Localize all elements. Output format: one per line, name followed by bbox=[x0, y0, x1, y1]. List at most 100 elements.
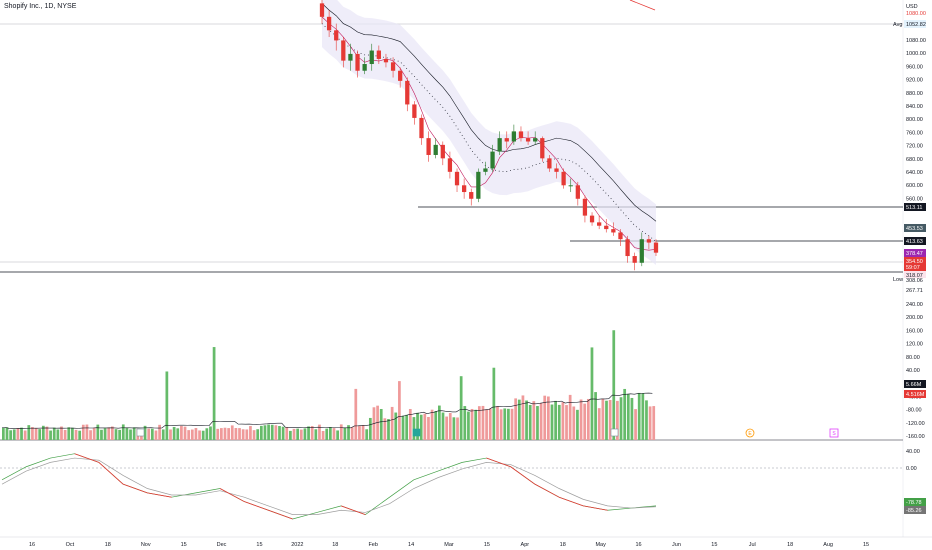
volume-bar[interactable] bbox=[220, 428, 223, 440]
badge-level-453[interactable] bbox=[904, 224, 926, 232]
volume-bar[interactable] bbox=[9, 430, 12, 440]
volume-bar[interactable] bbox=[241, 429, 245, 440]
volume-bar[interactable] bbox=[209, 426, 212, 440]
volume-bar[interactable] bbox=[528, 404, 532, 440]
volume-bar[interactable] bbox=[16, 428, 20, 440]
badge-level-513[interactable] bbox=[904, 203, 926, 211]
volume-bar[interactable] bbox=[387, 419, 390, 440]
volume-bar[interactable] bbox=[514, 398, 518, 440]
volume-bar[interactable] bbox=[496, 406, 499, 440]
volume-bar[interactable] bbox=[401, 415, 405, 440]
candle[interactable] bbox=[511, 124, 517, 145]
candle[interactable] bbox=[625, 235, 630, 263]
candle[interactable] bbox=[518, 126, 524, 142]
volume-bar[interactable] bbox=[147, 428, 151, 440]
volume-bar[interactable] bbox=[150, 428, 154, 440]
volume-bar[interactable] bbox=[314, 429, 318, 440]
volume-bar[interactable] bbox=[339, 424, 343, 440]
candle[interactable] bbox=[405, 77, 410, 112]
volume-bar[interactable] bbox=[252, 430, 256, 440]
candle[interactable] bbox=[632, 252, 637, 271]
candle[interactable] bbox=[547, 154, 552, 172]
volume-bar[interactable] bbox=[434, 411, 438, 440]
volume-bar[interactable] bbox=[125, 428, 129, 440]
volume-bar[interactable] bbox=[249, 426, 252, 440]
volume-bar[interactable] bbox=[63, 429, 67, 440]
candle[interactable] bbox=[341, 37, 346, 68]
candle[interactable] bbox=[348, 43, 353, 71]
volume-bar[interactable] bbox=[379, 408, 383, 440]
volume-bar[interactable] bbox=[158, 424, 161, 440]
slow-moving-average[interactable] bbox=[321, 3, 657, 222]
volume-bar[interactable] bbox=[234, 428, 238, 440]
event-marker-dividend-3[interactable] bbox=[610, 428, 619, 437]
volume-bar[interactable] bbox=[594, 392, 597, 440]
volume-bar[interactable] bbox=[205, 428, 209, 440]
volume-bar[interactable] bbox=[423, 413, 427, 440]
volume-bar[interactable] bbox=[183, 426, 187, 440]
volume-bar[interactable] bbox=[20, 427, 23, 440]
volume-bar[interactable] bbox=[45, 426, 49, 440]
candle[interactable] bbox=[483, 161, 488, 176]
volume-bar[interactable] bbox=[376, 405, 379, 440]
volume-bar[interactable] bbox=[619, 397, 623, 440]
volume-bar[interactable] bbox=[67, 427, 71, 440]
volume-bar[interactable] bbox=[488, 408, 492, 440]
volume-bar[interactable] bbox=[583, 403, 587, 440]
candle[interactable] bbox=[362, 57, 367, 75]
candle[interactable] bbox=[568, 178, 573, 193]
candle[interactable] bbox=[383, 53, 389, 68]
volume-bar[interactable] bbox=[201, 430, 205, 440]
candle[interactable] bbox=[597, 215, 602, 230]
volume-bar[interactable] bbox=[245, 429, 249, 440]
volume-bar[interactable] bbox=[198, 430, 201, 440]
candle[interactable] bbox=[390, 57, 396, 78]
volume-bar[interactable] bbox=[292, 428, 296, 440]
avg-badge[interactable] bbox=[904, 20, 926, 28]
candle[interactable] bbox=[440, 141, 445, 166]
volume-bar[interactable] bbox=[481, 405, 485, 440]
volume-bar[interactable] bbox=[71, 427, 74, 440]
volume-bar[interactable] bbox=[270, 424, 274, 440]
volume-bar[interactable] bbox=[111, 426, 114, 440]
volume-bar[interactable] bbox=[60, 426, 63, 440]
volume-bar[interactable] bbox=[626, 394, 630, 440]
volume-bar[interactable] bbox=[597, 408, 601, 440]
volume-bar[interactable] bbox=[263, 425, 267, 440]
volume-bar[interactable] bbox=[281, 426, 285, 440]
volume-bar[interactable] bbox=[492, 367, 496, 440]
volume-bar[interactable] bbox=[165, 371, 169, 440]
volume-bar[interactable] bbox=[350, 427, 354, 440]
candle[interactable] bbox=[469, 188, 474, 206]
candle[interactable] bbox=[490, 144, 495, 172]
candle[interactable] bbox=[525, 131, 531, 145]
volume-bar[interactable] bbox=[121, 424, 125, 440]
volume-bar[interactable] bbox=[230, 425, 234, 440]
volume-bar[interactable] bbox=[601, 398, 605, 440]
volume-bar[interactable] bbox=[623, 388, 627, 440]
volume-bar[interactable] bbox=[445, 416, 448, 440]
volume-bar[interactable] bbox=[132, 427, 136, 440]
volume-bar[interactable] bbox=[38, 429, 42, 440]
volume-bar[interactable] bbox=[539, 403, 543, 440]
volume-bar[interactable] bbox=[477, 406, 481, 440]
volume-bar[interactable] bbox=[463, 406, 467, 440]
volume-bar[interactable] bbox=[630, 397, 634, 440]
volume-bar[interactable] bbox=[227, 428, 230, 440]
candle[interactable] bbox=[540, 136, 545, 162]
volume-bar[interactable] bbox=[459, 376, 463, 440]
badge-level-413[interactable] bbox=[904, 237, 926, 245]
candle[interactable] bbox=[639, 232, 644, 267]
volume-bar[interactable] bbox=[503, 408, 507, 440]
volume-bar[interactable] bbox=[474, 409, 478, 440]
volume-bar[interactable] bbox=[390, 406, 394, 440]
badge-osc-green[interactable] bbox=[904, 498, 926, 506]
volume-bar[interactable] bbox=[187, 430, 191, 440]
event-marker-dividend-2[interactable] bbox=[412, 428, 421, 437]
volume-bar[interactable] bbox=[100, 429, 103, 440]
volume-bar[interactable] bbox=[645, 400, 648, 440]
volume-bar[interactable] bbox=[648, 406, 652, 440]
volume-bar[interactable] bbox=[485, 409, 488, 440]
volume-bar[interactable] bbox=[172, 426, 176, 440]
